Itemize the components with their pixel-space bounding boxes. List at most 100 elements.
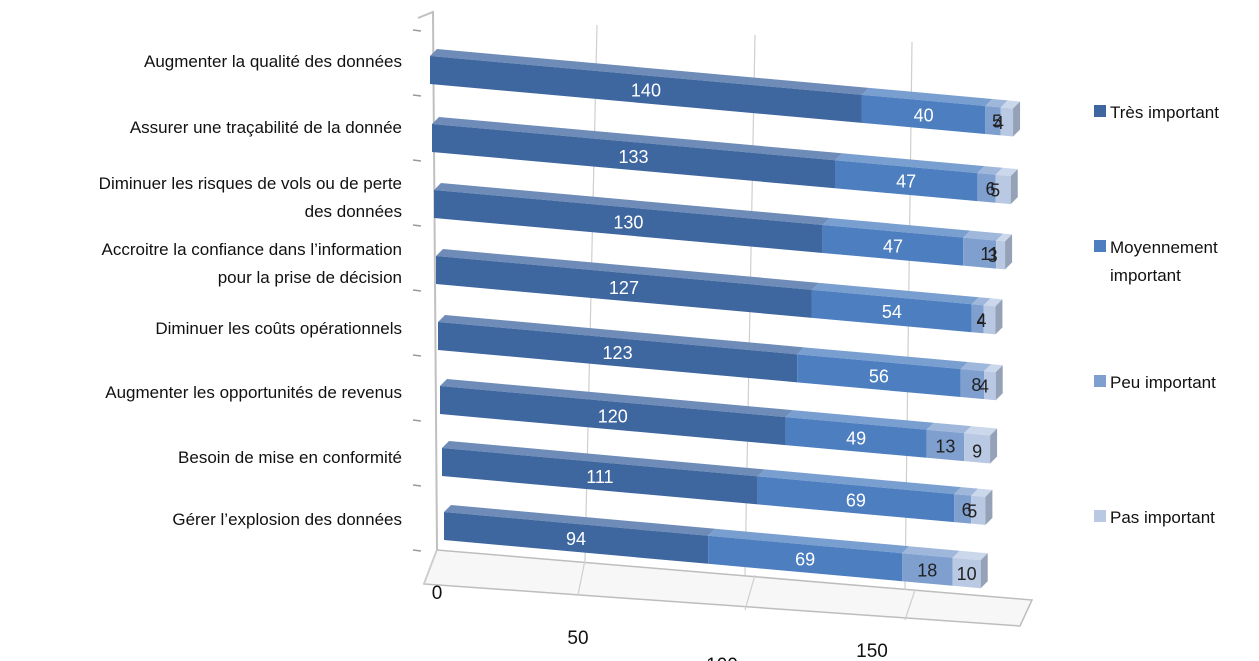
bar-segment — [811, 289, 972, 333]
legend-item: Pas important — [1094, 508, 1215, 527]
bar-segment — [963, 237, 997, 269]
data-label: 123 — [603, 343, 633, 363]
category-label: Accroitre la confiance dans l’informatio… — [102, 240, 402, 259]
y-tick-mark — [412, 484, 422, 487]
x-axis-tick-labels: 0 50 100 150 — [432, 583, 888, 661]
data-label: 3 — [988, 246, 998, 266]
bar-segment-top — [971, 488, 993, 497]
bar-segment-top — [861, 87, 993, 106]
bar-segment-top — [926, 422, 972, 434]
legend-label: important — [1110, 266, 1181, 285]
bar-segment — [995, 174, 1011, 205]
data-label: 5 — [967, 501, 977, 521]
bar-segment-top — [432, 117, 842, 161]
data-label: 127 — [609, 278, 639, 298]
data-label: 4 — [977, 311, 987, 331]
legend-label: Moyennement — [1110, 238, 1218, 257]
floor-gridline — [423, 549, 438, 585]
bar-segment-top — [834, 153, 985, 174]
bar-segment — [977, 173, 996, 203]
bar-segment — [964, 433, 991, 464]
category-labels: Augmenter la qualité des données Assurer … — [99, 52, 402, 529]
bar-segment-top — [757, 469, 962, 495]
bar-segment-top — [977, 166, 1003, 175]
bar-segment-top — [430, 49, 869, 95]
data-label: 49 — [846, 428, 866, 448]
bar-segment — [985, 105, 1001, 136]
bar-end-face — [1013, 101, 1021, 137]
y-tick-mark — [412, 289, 422, 292]
bar-segment-top — [440, 379, 793, 418]
data-label: 94 — [566, 529, 586, 549]
bar-end-face — [980, 553, 988, 589]
bar-segment-top — [811, 282, 979, 305]
bar-segment — [926, 429, 965, 462]
bar-segment-top — [971, 297, 991, 306]
bar-segment — [983, 305, 996, 335]
bar-row: 111 69 65 — [442, 441, 993, 525]
y-tick-mark — [412, 159, 422, 162]
x-tick-label: 50 — [567, 628, 588, 649]
bar-end-face — [985, 489, 993, 525]
bar-segment — [861, 94, 986, 134]
x-tick-label: 100 — [706, 655, 738, 661]
bar-segment — [996, 240, 1006, 270]
bar-segment-top — [996, 233, 1013, 242]
bar-segment — [442, 448, 758, 505]
floor-gridline — [744, 574, 756, 611]
data-label: 69 — [846, 490, 866, 510]
legend-swatch — [1094, 510, 1106, 522]
legend-swatch — [1094, 240, 1106, 252]
bar-end-face — [1010, 169, 1018, 205]
bar-segment-top — [444, 505, 716, 536]
legend-label: Pas important — [1110, 508, 1215, 527]
legend-item: Moyennement important — [1094, 238, 1218, 285]
bar-row: 140 40 54 — [430, 49, 1021, 137]
bar-segment — [440, 386, 786, 446]
category-label: Gérer l’explosion des données — [172, 510, 402, 529]
legend-swatch — [1094, 105, 1106, 117]
bar-segment — [960, 369, 985, 400]
bar-segment-top — [1000, 100, 1021, 109]
bar-row: 133 47 65 — [432, 117, 1018, 205]
data-label: 4 — [979, 377, 989, 397]
bar-segment-top — [963, 230, 1004, 241]
data-label: 6 — [962, 500, 972, 520]
bar-end-face — [995, 365, 1003, 401]
bar-segment — [785, 417, 927, 458]
bar-segment-top — [436, 249, 819, 290]
category-label: pour la prise de décision — [218, 268, 402, 287]
data-label: 4 — [994, 113, 1004, 133]
bar-segment — [822, 224, 964, 266]
data-label: 47 — [883, 236, 903, 256]
data-label: 40 — [914, 105, 934, 125]
bar-segment — [708, 535, 903, 582]
data-label: 140 — [631, 80, 661, 100]
category-label: Besoin de mise en conformité — [178, 448, 402, 467]
bar-segment-top — [785, 410, 934, 430]
bar-segment — [902, 553, 953, 586]
data-label: 4 — [977, 310, 987, 330]
bar-segment — [834, 160, 978, 202]
bar-segment — [952, 557, 981, 589]
bar-segment — [984, 371, 996, 401]
data-label: 69 — [795, 549, 815, 569]
y-tick-mark — [412, 419, 422, 422]
data-label: 5 — [990, 180, 1000, 200]
bar-row: 94 69 18 10 — [444, 505, 988, 589]
bar-row: 123 56 84 — [438, 315, 1003, 401]
bar-segment-top — [438, 315, 805, 355]
y-tick-mark — [412, 224, 422, 227]
data-label: 56 — [869, 367, 889, 387]
data-label: 10 — [957, 564, 977, 584]
data-label: 9 — [972, 441, 982, 461]
bar-end-face — [990, 428, 998, 464]
bar-segment-top — [797, 347, 968, 370]
bar-segment — [432, 124, 835, 189]
bar-segment-top — [983, 298, 1003, 307]
data-label: 13 — [935, 436, 955, 456]
data-label: 6 — [985, 179, 995, 199]
bar-segment — [1000, 107, 1014, 137]
